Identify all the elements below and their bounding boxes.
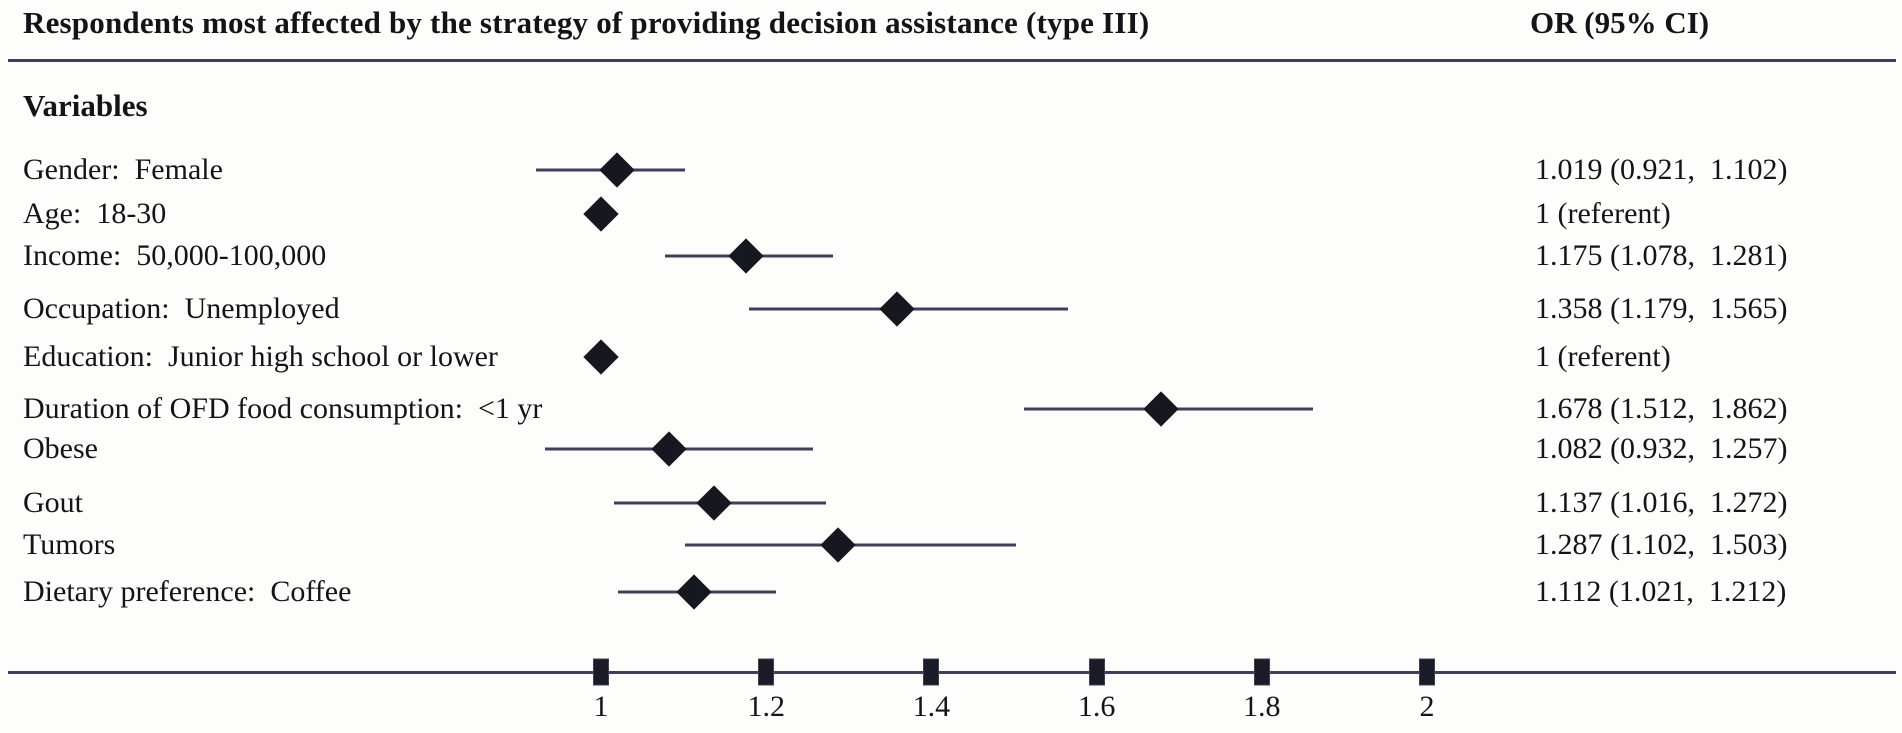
or-diamond-marker — [696, 485, 732, 521]
or-ci-value: 1.082 (0.932, 1.257) — [1535, 432, 1788, 465]
x-axis-tick-label: 1.4 — [912, 690, 951, 723]
x-axis-tick-label: 1.8 — [1243, 690, 1281, 723]
or-column-header: OR (95% CI) — [1530, 5, 1710, 40]
header-divider-line — [8, 59, 1896, 62]
row-label: Occupation: Unemployed — [23, 292, 340, 325]
row-label: Gender: Female — [23, 153, 223, 186]
x-axis-tick-mark — [1419, 658, 1435, 686]
or-diamond-marker — [1143, 391, 1179, 427]
x-axis-tick-label: 1.6 — [1077, 690, 1116, 723]
or-ci-value: 1.112 (1.021, 1.212) — [1535, 575, 1787, 608]
row-label: Income: 50,000-100,000 — [23, 239, 327, 272]
x-axis-tick-label: 1 — [593, 690, 609, 723]
or-diamond-marker — [675, 574, 712, 610]
row-label: Education: Junior high school or lower — [23, 340, 498, 373]
or-diamond-marker — [583, 339, 619, 375]
or-diamond-marker — [651, 431, 687, 467]
or-diamond-marker — [879, 291, 915, 327]
or-ci-value: 1.358 (1.179, 1.565) — [1535, 292, 1788, 325]
row-label: Dietary preference: Coffee — [23, 575, 352, 608]
or-diamond-marker — [820, 527, 856, 563]
or-diamond-marker — [727, 238, 764, 274]
x-axis-tick-mark — [1253, 658, 1270, 686]
x-axis-tick-label: 1.2 — [747, 690, 785, 723]
row-label: Tumors — [23, 528, 116, 561]
or-ci-value: 1.287 (1.102, 1.503) — [1535, 528, 1788, 561]
x-axis-line — [8, 671, 1896, 674]
or-ci-value: 1.019 (0.921, 1.102) — [1535, 153, 1788, 186]
x-axis-tick-label: 2 — [1419, 690, 1435, 723]
figure-title: Respondents most affected by the strateg… — [23, 5, 1150, 40]
row-label: Age: 18-30 — [23, 197, 167, 230]
or-ci-value: 1.175 (1.078, 1.281) — [1535, 239, 1788, 272]
or-diamond-marker — [599, 152, 635, 188]
row-label: Gout — [23, 486, 83, 519]
or-ci-value: 1 (referent) — [1535, 197, 1671, 230]
or-diamond-marker — [583, 196, 619, 232]
x-axis-tick-mark — [593, 658, 609, 686]
or-ci-value: 1.678 (1.512, 1.862) — [1535, 392, 1788, 425]
row-label: Duration of OFD food consumption: <1 yr — [23, 392, 543, 425]
variables-heading: Variables — [23, 88, 148, 123]
x-axis-tick-mark — [923, 658, 940, 686]
row-label: Obese — [23, 432, 98, 465]
x-axis-tick-mark — [758, 658, 775, 686]
or-ci-value: 1.137 (1.016, 1.272) — [1535, 486, 1788, 519]
x-axis-tick-mark — [1088, 658, 1105, 686]
or-ci-value: 1 (referent) — [1535, 340, 1671, 373]
